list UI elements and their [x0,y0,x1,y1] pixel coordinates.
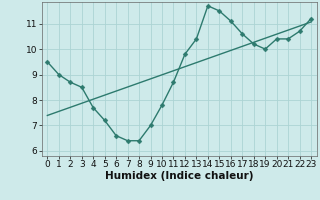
X-axis label: Humidex (Indice chaleur): Humidex (Indice chaleur) [105,171,253,181]
